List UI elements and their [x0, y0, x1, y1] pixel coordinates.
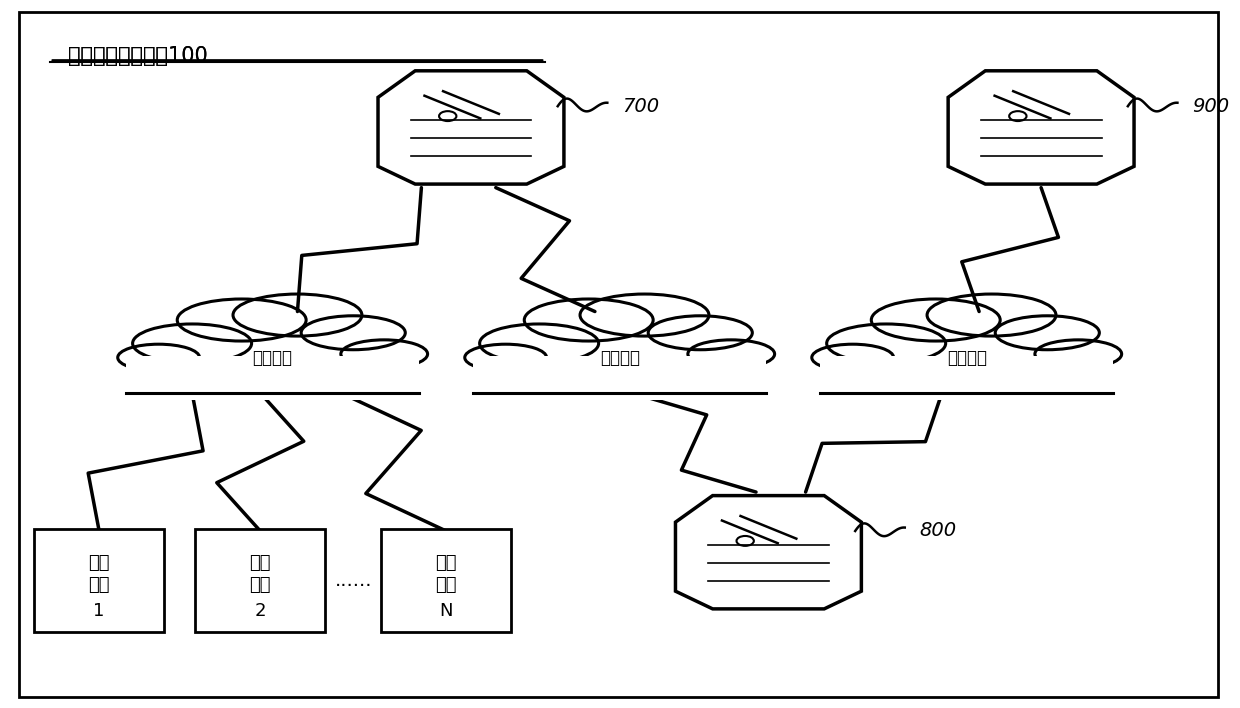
Ellipse shape: [688, 340, 775, 368]
Text: 通信网络: 通信网络: [253, 348, 293, 367]
Ellipse shape: [928, 294, 1056, 336]
Polygon shape: [949, 71, 1135, 184]
Text: 800: 800: [920, 522, 957, 540]
Ellipse shape: [480, 324, 599, 362]
Ellipse shape: [233, 294, 362, 336]
FancyBboxPatch shape: [126, 350, 419, 396]
Text: 900: 900: [1193, 97, 1229, 115]
Ellipse shape: [133, 324, 252, 362]
Text: 数据: 数据: [88, 554, 110, 572]
Ellipse shape: [827, 324, 946, 362]
Polygon shape: [676, 496, 862, 609]
Ellipse shape: [341, 340, 428, 368]
Text: 700: 700: [622, 97, 660, 115]
Text: 探针: 探针: [88, 576, 110, 594]
Polygon shape: [378, 71, 564, 184]
FancyBboxPatch shape: [33, 530, 164, 632]
Ellipse shape: [812, 344, 894, 371]
FancyBboxPatch shape: [195, 530, 325, 632]
FancyBboxPatch shape: [821, 350, 1114, 396]
Text: 通信网络: 通信网络: [600, 348, 640, 367]
Text: 数据: 数据: [435, 554, 456, 572]
Ellipse shape: [525, 299, 653, 341]
Text: 探针: 探针: [435, 576, 456, 594]
Text: 网络故障检测系统100: 网络故障检测系统100: [68, 46, 208, 66]
Ellipse shape: [649, 316, 753, 350]
Text: 探针: 探针: [249, 576, 272, 594]
Text: 2: 2: [254, 602, 267, 620]
Text: N: N: [439, 602, 453, 620]
Ellipse shape: [301, 316, 405, 350]
Ellipse shape: [1035, 340, 1122, 368]
Text: 通信网络: 通信网络: [946, 348, 987, 367]
FancyBboxPatch shape: [19, 12, 1219, 697]
Text: 1: 1: [93, 602, 105, 620]
FancyBboxPatch shape: [126, 356, 419, 400]
FancyBboxPatch shape: [381, 530, 511, 632]
Ellipse shape: [872, 299, 1001, 341]
Ellipse shape: [465, 344, 547, 371]
FancyBboxPatch shape: [821, 356, 1114, 400]
Text: ......: ......: [335, 571, 372, 590]
Ellipse shape: [996, 316, 1100, 350]
Ellipse shape: [177, 299, 306, 341]
FancyBboxPatch shape: [474, 356, 766, 400]
Text: 数据: 数据: [249, 554, 272, 572]
Ellipse shape: [580, 294, 709, 336]
Ellipse shape: [118, 344, 200, 371]
Text: 网络故障检测系统100: 网络故障检测系统100: [68, 46, 208, 66]
FancyBboxPatch shape: [474, 350, 766, 396]
